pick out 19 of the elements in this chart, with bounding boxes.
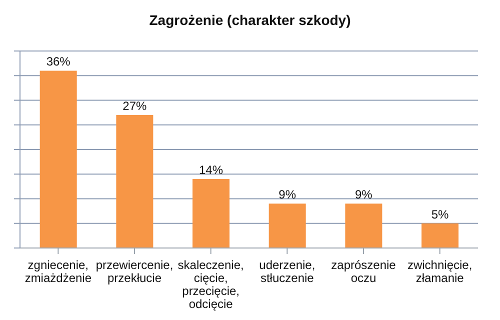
x-tick-label: przewiercenie, przekłucie — [96, 258, 174, 285]
data-label: 36% — [46, 54, 71, 69]
x-tick-label: skaleczenie, cięcie, przecięcie, odcięcie — [178, 258, 244, 311]
x-tick-label: zgniecenie, zmiażdżenie — [24, 258, 92, 285]
chart-title: Zagrożenie (charakter szkody) — [148, 12, 352, 28]
bar — [345, 204, 382, 248]
data-label: 27% — [122, 99, 148, 114]
bar — [116, 115, 154, 248]
x-tick-label: uderzenie, stłuczenie — [259, 258, 316, 285]
x-tick-label: zwichnięcie, złamanie — [407, 258, 472, 285]
x-tick-label: zaprószenie oczu — [331, 258, 396, 285]
data-label: 9% — [355, 188, 373, 202]
data-label: 9% — [278, 188, 296, 202]
data-label: 5% — [431, 207, 450, 222]
data-label: 14% — [199, 163, 224, 178]
bar — [422, 223, 459, 248]
bar — [192, 179, 230, 248]
bar — [268, 204, 306, 248]
bar — [40, 70, 77, 248]
